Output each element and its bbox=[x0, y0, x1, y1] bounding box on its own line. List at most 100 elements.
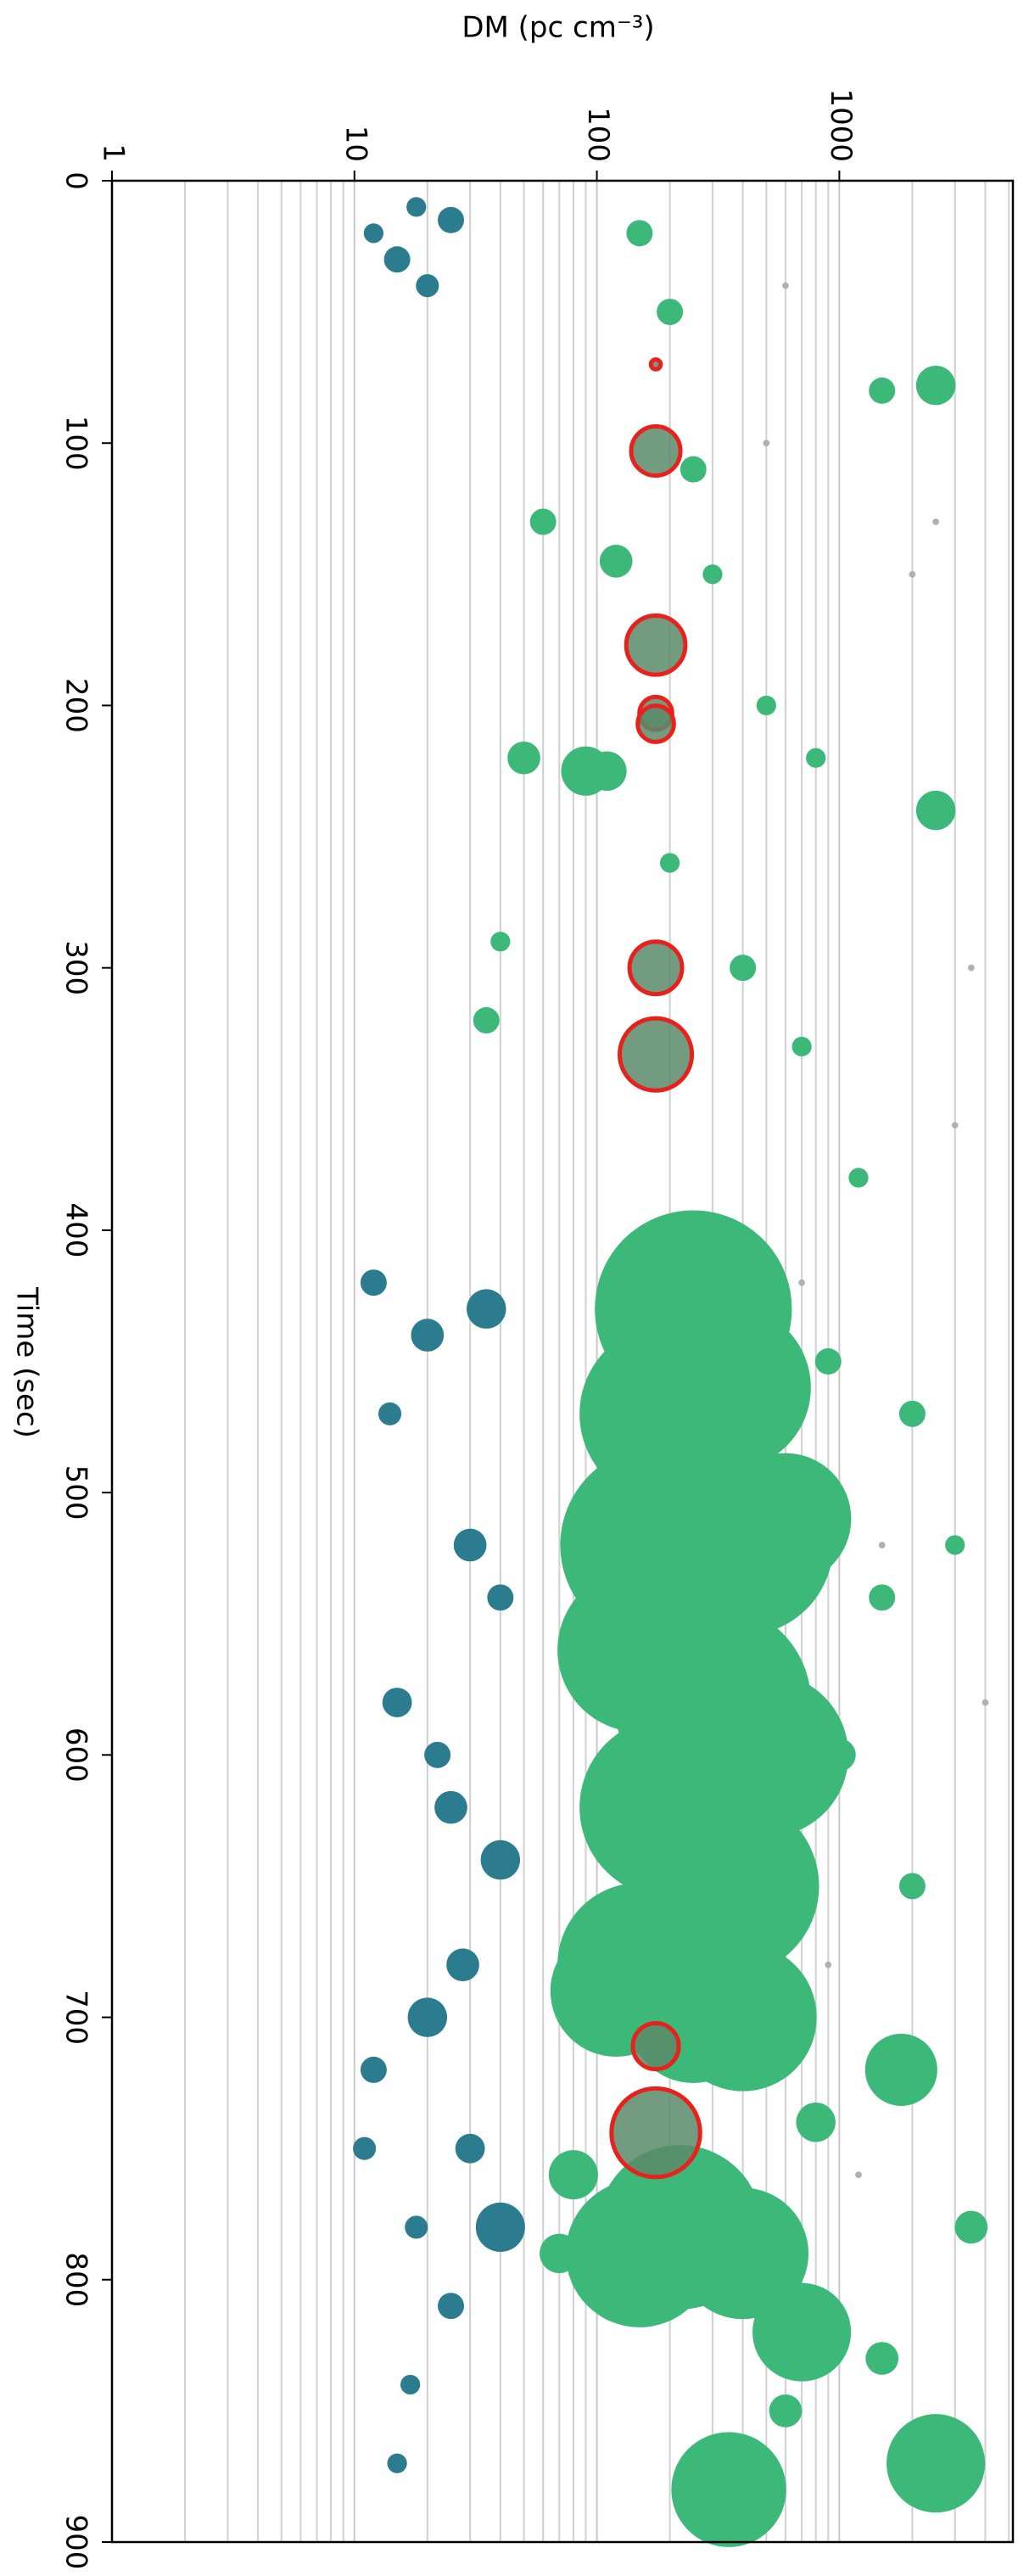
point bbox=[865, 2342, 899, 2375]
point bbox=[540, 2233, 579, 2274]
point bbox=[657, 299, 684, 326]
point bbox=[898, 1873, 926, 1900]
y-tick-label: 0 bbox=[59, 171, 93, 190]
point bbox=[951, 1122, 959, 1129]
point bbox=[407, 1997, 448, 2037]
point bbox=[400, 2374, 421, 2395]
point bbox=[383, 246, 411, 273]
point bbox=[353, 2136, 377, 2160]
point bbox=[473, 1007, 500, 1033]
point bbox=[791, 1036, 812, 1057]
point bbox=[360, 2056, 387, 2083]
y-tick-label: 500 bbox=[59, 1465, 93, 1520]
point bbox=[434, 1790, 467, 1824]
point bbox=[648, 357, 663, 372]
point bbox=[756, 695, 776, 716]
point bbox=[424, 1741, 451, 1768]
point bbox=[898, 1400, 926, 1427]
point bbox=[869, 377, 896, 404]
point bbox=[529, 508, 557, 535]
point bbox=[806, 748, 826, 768]
point bbox=[453, 1528, 487, 1562]
y-tick-label: 100 bbox=[59, 416, 93, 471]
y-axis-label: Time (sec) bbox=[10, 1286, 44, 1438]
point bbox=[629, 423, 683, 479]
y-tick-label: 900 bbox=[59, 2515, 93, 2570]
point bbox=[609, 2086, 702, 2180]
point bbox=[752, 2282, 852, 2382]
point bbox=[967, 964, 975, 972]
x-tick-label: 1 bbox=[97, 143, 131, 162]
point bbox=[671, 2432, 786, 2547]
point bbox=[915, 790, 956, 831]
point bbox=[467, 1289, 506, 1329]
point bbox=[798, 1279, 805, 1286]
point bbox=[548, 2150, 598, 2200]
x-tick-label: 100 bbox=[581, 107, 615, 162]
point bbox=[378, 1402, 402, 1425]
point bbox=[864, 2033, 937, 2106]
point bbox=[387, 2453, 407, 2473]
point bbox=[887, 2414, 986, 2513]
point bbox=[855, 2171, 862, 2178]
point bbox=[823, 1738, 856, 1772]
point bbox=[825, 1961, 832, 1968]
point bbox=[646, 1305, 811, 1470]
x-tick-label: 10 bbox=[338, 126, 372, 162]
point bbox=[909, 570, 916, 578]
point bbox=[382, 1688, 412, 1717]
y-tick-label: 600 bbox=[59, 1728, 93, 1783]
point bbox=[626, 220, 653, 247]
plot-frame bbox=[110, 179, 1015, 2544]
y-tick-label: 400 bbox=[59, 1202, 93, 1257]
point bbox=[565, 2179, 713, 2327]
point bbox=[405, 2215, 428, 2239]
point bbox=[438, 206, 464, 233]
point bbox=[702, 564, 723, 585]
point bbox=[490, 932, 511, 952]
point bbox=[438, 2293, 464, 2320]
point bbox=[587, 751, 627, 791]
point bbox=[406, 197, 427, 217]
point bbox=[796, 2103, 836, 2142]
point bbox=[617, 1016, 695, 1093]
point bbox=[769, 2394, 803, 2428]
point bbox=[915, 365, 956, 406]
point bbox=[630, 2020, 681, 2072]
point bbox=[416, 274, 439, 298]
point bbox=[455, 2133, 485, 2164]
point bbox=[627, 939, 685, 997]
point bbox=[763, 440, 770, 447]
x-axis-label: DM (pc cm⁻³) bbox=[461, 11, 654, 45]
point bbox=[677, 2187, 809, 2320]
point bbox=[878, 1542, 886, 1548]
point bbox=[848, 1168, 869, 1188]
point bbox=[480, 1840, 521, 1880]
point bbox=[446, 1948, 479, 1982]
y-tick-label: 700 bbox=[59, 1990, 93, 2045]
point bbox=[730, 955, 757, 982]
point bbox=[782, 282, 789, 289]
point bbox=[635, 703, 676, 744]
point bbox=[954, 2210, 988, 2244]
point bbox=[624, 613, 688, 677]
point bbox=[363, 223, 384, 244]
y-tick-label: 800 bbox=[59, 2252, 93, 2307]
point bbox=[932, 518, 939, 525]
point bbox=[475, 2202, 525, 2252]
point bbox=[411, 1319, 445, 1352]
point bbox=[360, 1269, 387, 1296]
y-tick-label: 200 bbox=[59, 678, 93, 733]
point bbox=[599, 545, 633, 578]
point bbox=[680, 456, 707, 483]
point bbox=[869, 1584, 896, 1611]
point bbox=[507, 741, 540, 775]
point bbox=[719, 1453, 852, 1585]
point bbox=[814, 1348, 842, 1375]
point bbox=[487, 1584, 514, 1611]
y-tick-label: 300 bbox=[59, 940, 93, 995]
x-tick-label: 1000 bbox=[824, 88, 858, 162]
point bbox=[982, 1699, 989, 1706]
point bbox=[945, 1535, 965, 1555]
